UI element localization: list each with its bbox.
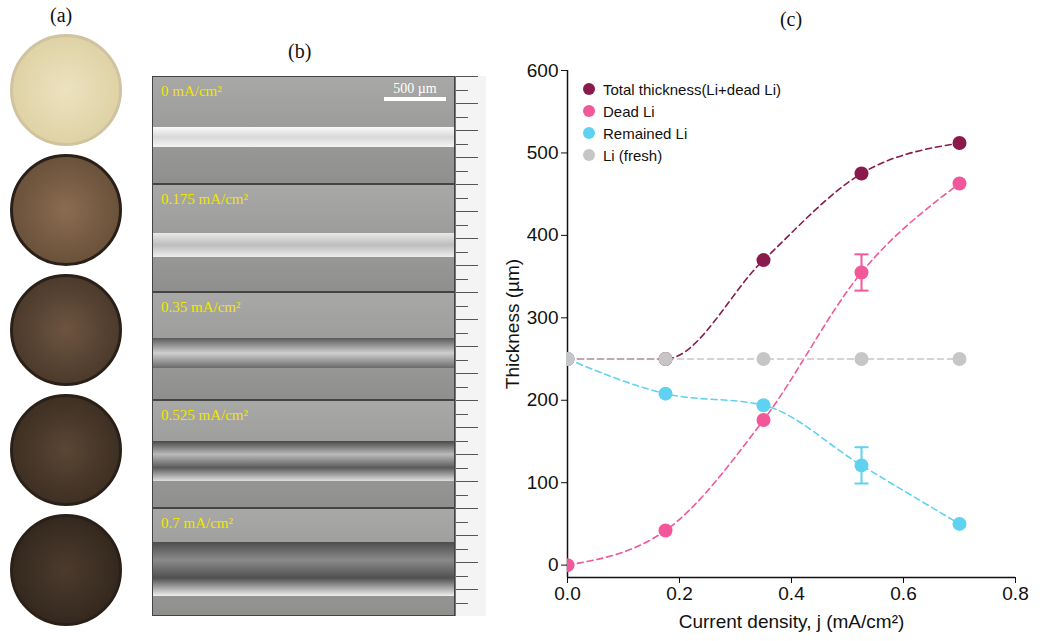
html-text:Li (fresh): Li (fresh) (603, 146, 663, 164)
svg-text:0.2: 0.2 (666, 583, 692, 604)
html-text:Total thickness(Li+dead Li): Total thickness(Li+dead Li) (603, 80, 781, 98)
html-text:(c): (c) (779, 8, 803, 30)
svg-text:100: 100 (527, 472, 559, 493)
html-text:0.525 mA/cm²: 0.525 mA/cm² (161, 407, 248, 423)
html-text:Dead Li: Dead Li (603, 102, 655, 120)
html-text:0.175 mA/cm²: 0.175 mA/cm² (161, 191, 248, 207)
svg-text:Current density, j (mA/cm²): Current density, j (mA/cm²) (679, 611, 905, 632)
svg-text:200: 200 (527, 389, 559, 410)
html-text:Remained Li: Remained Li (603, 124, 688, 142)
svg-text:500: 500 (527, 142, 559, 163)
svg-text:300: 300 (527, 307, 559, 328)
svg-text:0.8: 0.8 (1002, 583, 1028, 604)
html-text:0 mA/cm²: 0 mA/cm² (161, 83, 222, 99)
svg-text:0: 0 (548, 554, 559, 575)
svg-text:0.4: 0.4 (778, 583, 805, 604)
html-text:(a): (a) (50, 4, 73, 26)
svg-text:0.0: 0.0 (554, 583, 580, 604)
svg-text:600: 600 (527, 60, 559, 81)
html-text:0.35 mA/cm²: 0.35 mA/cm² (161, 299, 241, 315)
svg-text:0.6: 0.6 (890, 583, 916, 604)
html-text:500 µm: 500 µm (393, 81, 437, 96)
svg-text:Thickness (µm): Thickness (µm) (502, 259, 523, 389)
html-text:0.7 mA/cm²: 0.7 mA/cm² (161, 515, 233, 531)
svg-text:400: 400 (527, 224, 559, 245)
html-text:(b): (b) (288, 40, 312, 62)
